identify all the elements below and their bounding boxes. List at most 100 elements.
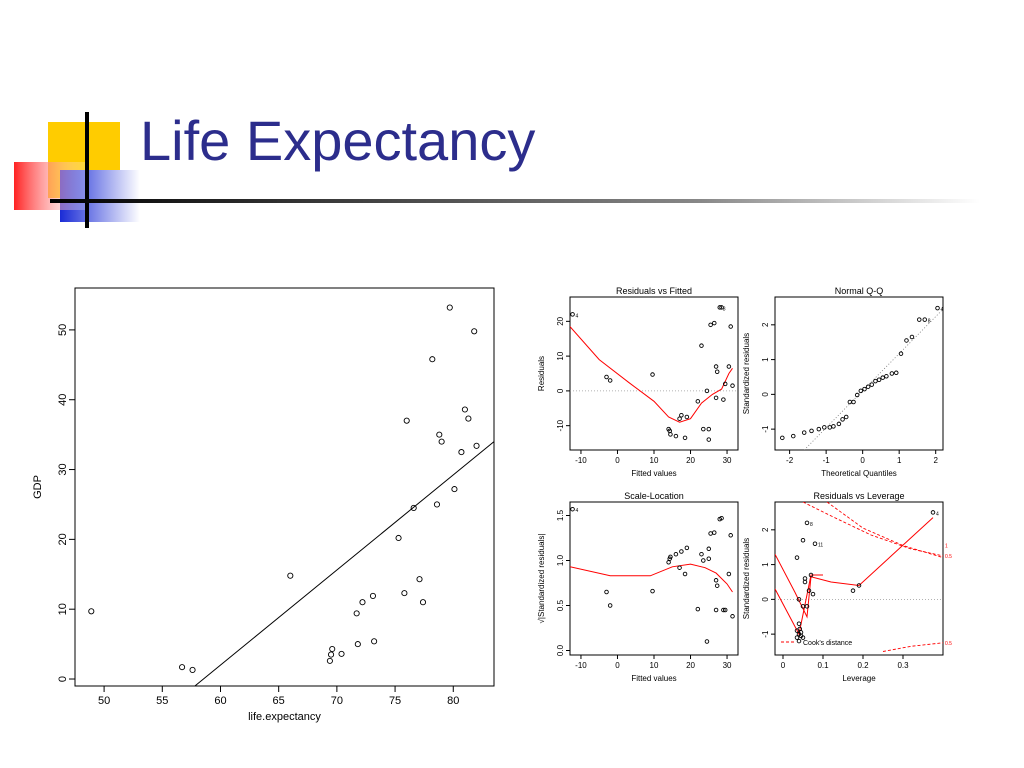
x-tick-label: 55 [156,695,168,707]
data-point [329,645,336,653]
x-tick-label: 0.2 [857,661,869,670]
y-tick-label: 2 [761,527,770,532]
resid-fitted-plot-area [570,305,738,442]
point-label: 4 [576,313,579,319]
data-point [808,572,814,578]
x-tick-label: 0 [860,456,865,465]
smoother-line [775,517,934,619]
data-point [854,392,860,398]
y-tick-label: 0 [57,676,69,682]
y-tick-label: 1.0 [556,554,565,566]
data-point [673,551,679,557]
data-point [796,621,802,626]
cooks-distance-contour [882,642,943,652]
data-point [607,603,613,608]
x-tick-label: 30 [723,661,732,670]
normal-qq-title: Normal Q-Q [835,286,884,296]
x-tick-label: 0 [615,456,620,465]
data-point [338,650,345,657]
y-tick-label: 1 [761,562,770,567]
cooks-level-label: 1 [945,543,948,549]
data-point [679,549,684,554]
data-point [706,437,712,442]
data-point [604,589,609,595]
data-point [395,534,402,542]
data-point [438,438,445,445]
resid-fitted-chart: Residuals vs Fitted -10 0 10 20 30 -10 0 10 20 Fit… [537,286,739,478]
y-tick-label: 20 [57,533,69,545]
data-point [721,607,726,613]
data-point [831,424,836,429]
data-point [935,305,940,311]
data-point [713,607,719,613]
resid-fitted-xlabel: Fitted values [631,469,676,478]
x-tick-label: 0 [781,661,786,670]
data-point [673,433,679,439]
data-point [728,533,733,538]
data-point [898,351,904,356]
scale-location-xlabel: Fitted values [631,674,676,683]
x-tick-label: 80 [447,695,459,707]
data-point [287,572,294,579]
smoother-line [570,326,733,423]
data-point [458,449,465,456]
data-point [706,426,712,432]
cooks-distance-contour [826,502,943,559]
data-point [930,510,936,515]
data-point [780,435,785,441]
data-point [570,312,575,317]
data-point [796,638,802,644]
x-tick-label: 20 [686,456,695,465]
data-point [904,338,909,343]
point-label: 8 [723,306,726,312]
data-point [909,334,915,340]
data-point [802,579,808,585]
gdp-scatter-ylabel: GDP [32,475,44,499]
data-point [847,399,853,405]
data-point [604,374,609,380]
x-tick-label: 50 [98,695,110,707]
data-point [836,421,842,427]
cooks-distance-contour [802,502,943,557]
data-point [894,370,899,376]
data-point [822,425,827,430]
data-point [800,635,806,640]
smoother-line [570,563,733,593]
y-tick-label: -1 [761,630,770,638]
regression-line [194,441,494,686]
data-point [699,551,704,557]
cooks-level-label: 0.5 [945,554,952,560]
x-tick-label: 0.3 [897,661,909,670]
data-point [708,531,713,536]
data-point [730,614,735,619]
data-point [650,588,655,594]
data-point [726,571,732,577]
normal-qq-xlabel: Theoretical Quantiles [821,469,897,478]
data-point [328,651,335,658]
data-point [471,328,478,335]
data-point [816,426,822,432]
data-point [684,414,690,420]
y-tick-label: 0 [761,392,770,397]
data-point [433,501,441,508]
x-tick-label: 2 [933,456,938,465]
data-point [714,583,720,588]
data-point [451,486,458,493]
data-point [712,320,717,326]
gdp-scatter-plot-area [88,304,494,686]
y-tick-label: 40 [57,394,69,406]
x-tick-label: 10 [650,456,659,465]
cooks-level-label: 0.5 [945,641,952,647]
data-point [719,515,724,521]
resid-leverage-title: Residuals vs Leverage [813,491,904,501]
normal-qq-frame [774,296,944,451]
scale-location-chart: Scale-Location -10 0 10 20 30 0.0 0.5 1.0 1.5 Fitt… [537,491,739,683]
data-point [401,590,408,597]
data-point [717,305,722,310]
normal-qq-plot-area [780,305,943,450]
y-tick-label: 30 [57,463,69,475]
data-point [701,426,706,432]
data-point [827,425,833,430]
